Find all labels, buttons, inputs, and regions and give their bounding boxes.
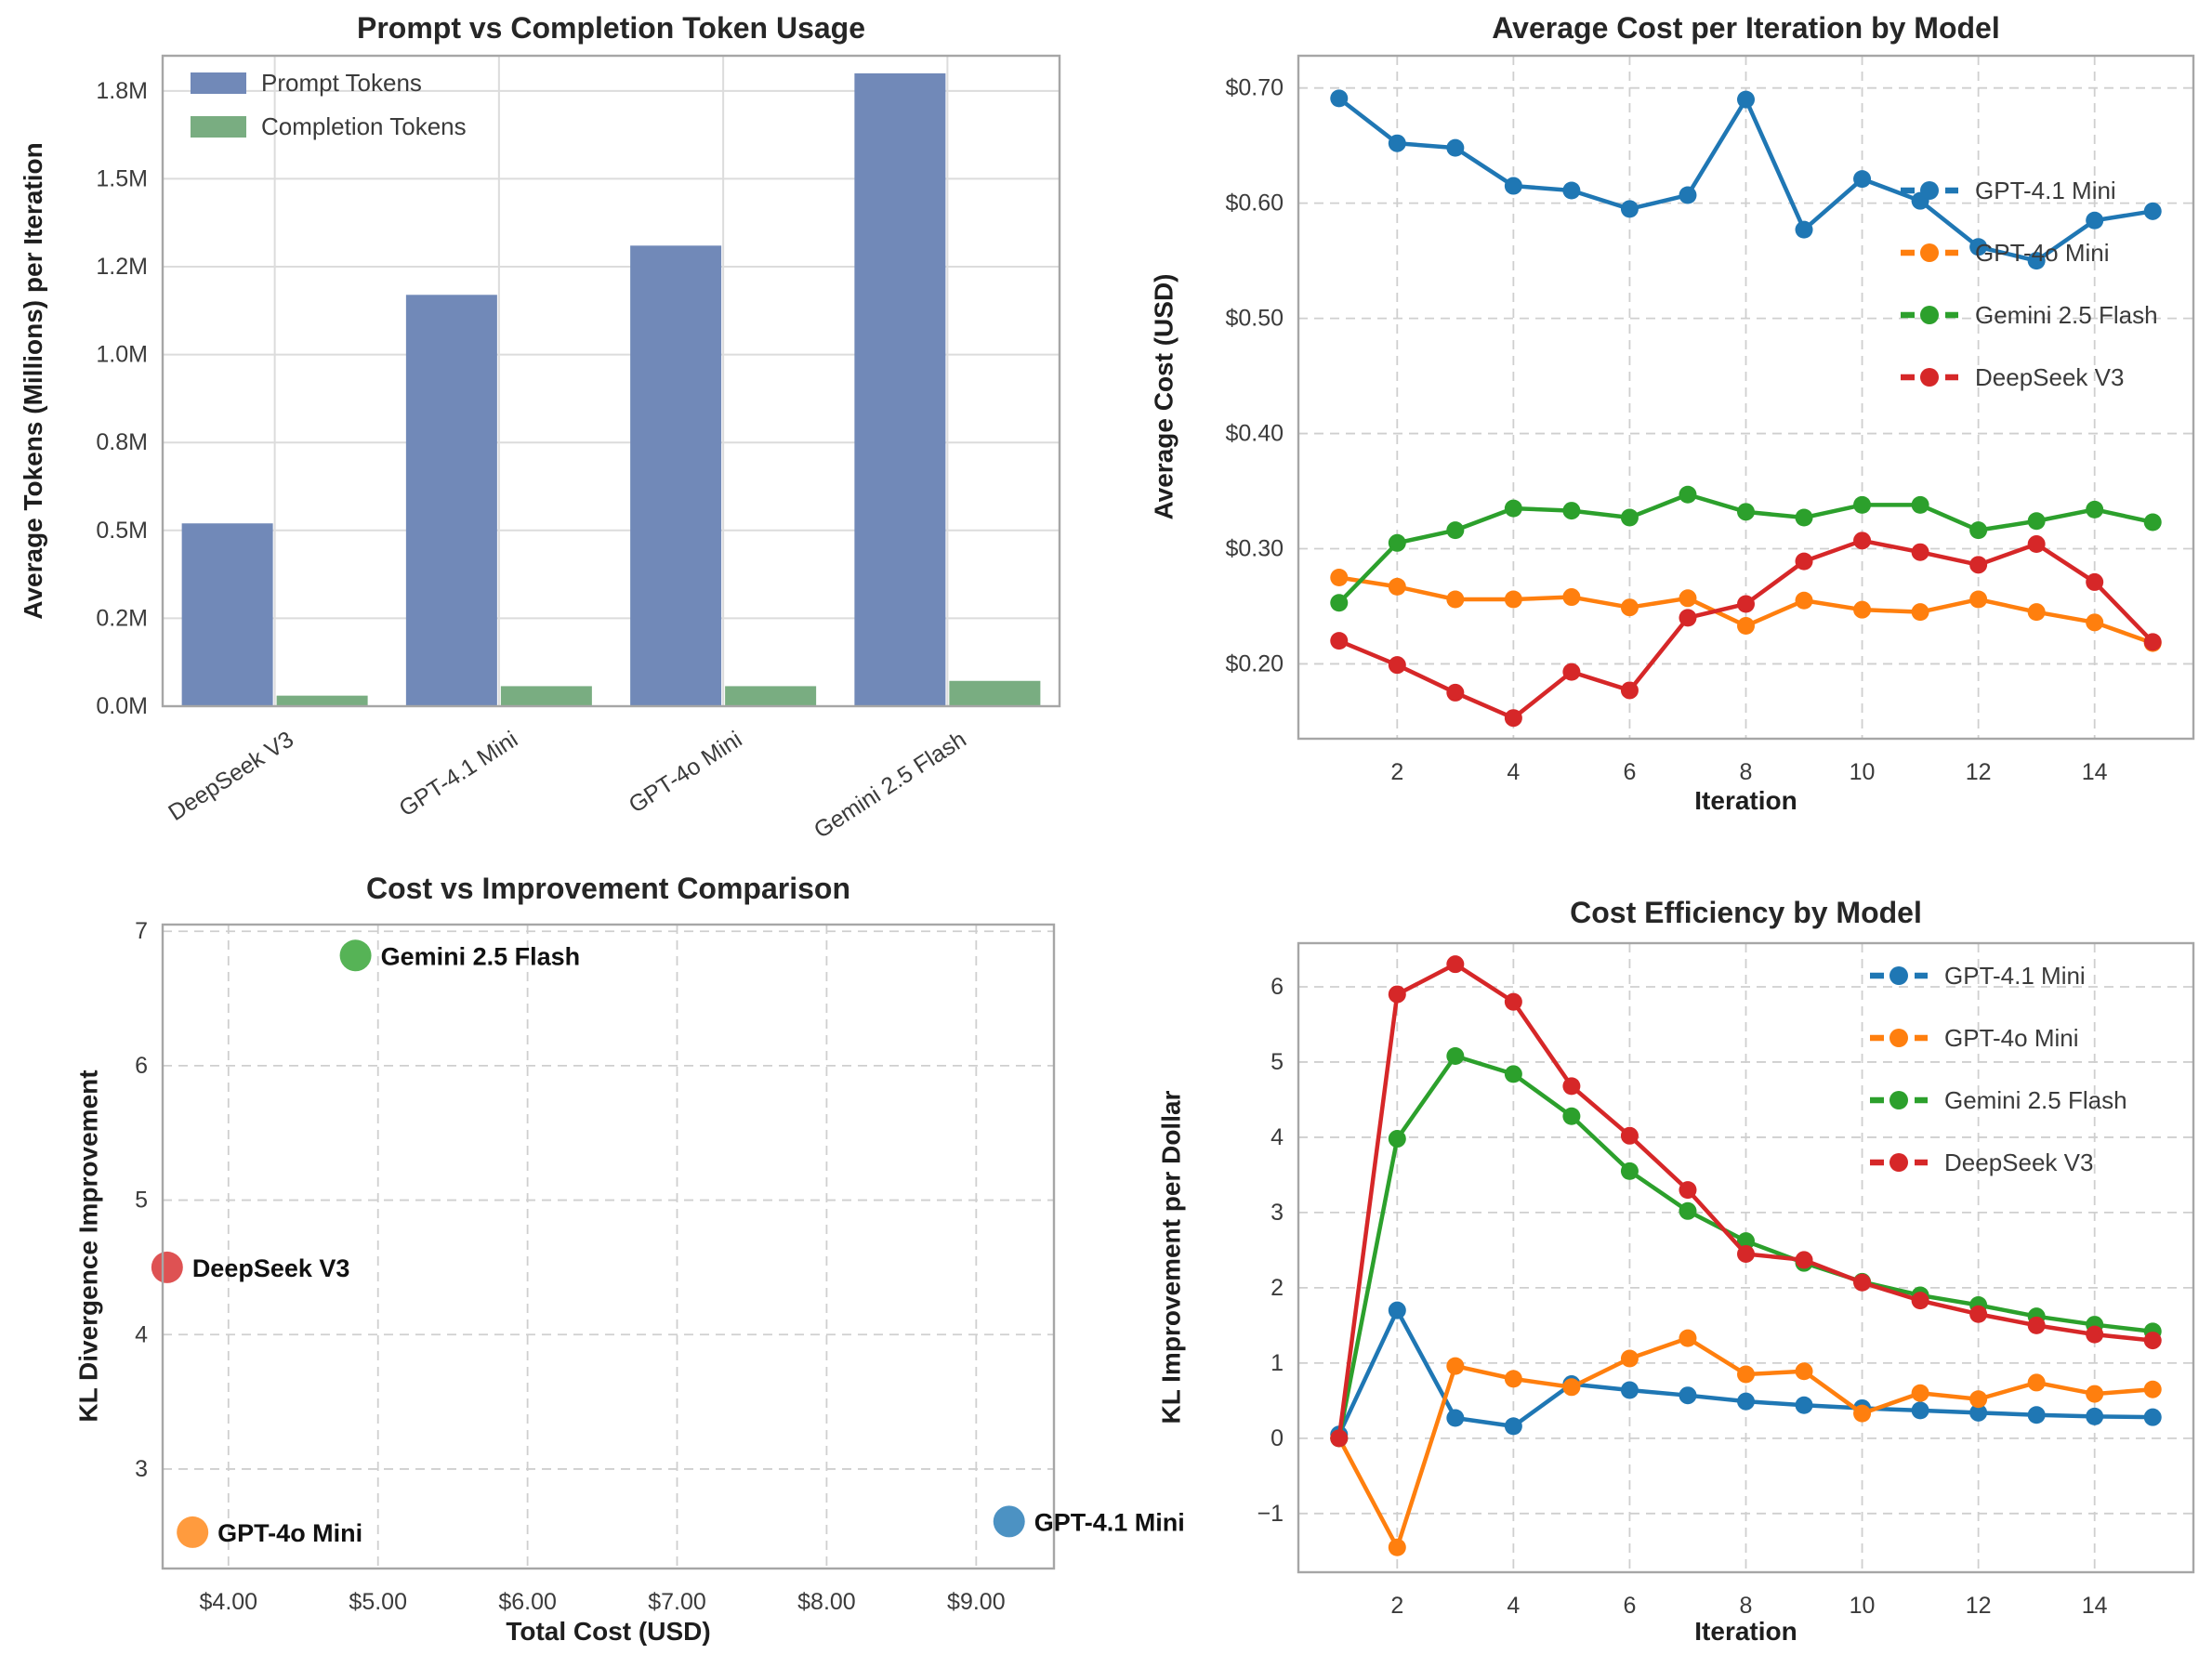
- svg-text:1: 1: [1271, 1350, 1284, 1376]
- svg-text:0: 0: [1271, 1425, 1284, 1451]
- svg-text:2: 2: [1271, 1275, 1284, 1301]
- svg-text:10: 10: [1850, 1593, 1876, 1619]
- svg-text:DeepSeek V3: DeepSeek V3: [164, 727, 298, 827]
- svg-text:Gemini 2.5 Flash: Gemini 2.5 Flash: [1944, 1086, 2127, 1114]
- svg-text:$0.60: $0.60: [1225, 190, 1284, 217]
- cost-vs-improvement-canvas: GPT-4.1 Mini GPT-4o Mini Gemini 2.5 Flash D…: [135, 918, 1185, 1615]
- svg-text:GPT-4o Mini: GPT-4o Mini: [217, 1519, 362, 1547]
- chart-token-usage: Prompt vs Completion Token Usage Average…: [0, 0, 1106, 844]
- chart-title: Cost vs Improvement Comparison: [366, 872, 850, 905]
- svg-text:6: 6: [1623, 1593, 1636, 1619]
- chart-title: Average Cost per Iteration by Model: [1492, 11, 2000, 45]
- svg-text:GPT-4o Mini: GPT-4o Mini: [1975, 239, 2110, 267]
- avg-cost-canvas: GPT-4.1 Mini GPT-4o Mini Gemini 2.5 Flash D…: [1225, 54, 2195, 785]
- svg-text:GPT-4o Mini: GPT-4o Mini: [625, 727, 747, 819]
- svg-text:$0.40: $0.40: [1225, 421, 1284, 447]
- svg-text:5: 5: [1271, 1049, 1284, 1075]
- svg-text:12: 12: [1966, 759, 1992, 785]
- svg-text:6: 6: [1623, 759, 1636, 785]
- svg-text:1.5M: 1.5M: [96, 165, 148, 191]
- svg-text:$4.00: $4.00: [200, 1589, 258, 1615]
- svg-text:Gemini 2.5 Flash: Gemini 2.5 Flash: [810, 727, 971, 844]
- svg-text:5: 5: [135, 1188, 148, 1214]
- svg-text:Prompt Tokens: Prompt Tokens: [261, 69, 422, 97]
- svg-text:$0.50: $0.50: [1225, 306, 1284, 332]
- x-axis-label: Iteration: [1694, 786, 1797, 815]
- svg-text:7: 7: [135, 918, 148, 944]
- chart-avg-cost-per-iteration: Average Cost per Iteration by Model Aver…: [1106, 0, 2212, 827]
- svg-text:8: 8: [1740, 759, 1753, 785]
- svg-text:2: 2: [1390, 759, 1403, 785]
- svg-text:4: 4: [1271, 1124, 1284, 1150]
- svg-text:0.2M: 0.2M: [96, 605, 148, 631]
- svg-text:Gemini 2.5 Flash: Gemini 2.5 Flash: [1975, 301, 2158, 329]
- svg-text:0.0M: 0.0M: [96, 693, 148, 719]
- chart-title: Prompt vs Completion Token Usage: [356, 11, 866, 45]
- x-axis-label: Iteration: [1694, 1617, 1797, 1646]
- svg-text:2: 2: [1390, 1593, 1403, 1619]
- svg-text:Completion Tokens: Completion Tokens: [261, 112, 467, 140]
- svg-text:4: 4: [1507, 1593, 1520, 1619]
- svg-text:$7.00: $7.00: [648, 1589, 706, 1615]
- svg-text:1.2M: 1.2M: [96, 254, 148, 280]
- svg-text:14: 14: [2082, 759, 2108, 785]
- svg-text:$5.00: $5.00: [349, 1589, 407, 1615]
- svg-text:DeepSeek V3: DeepSeek V3: [1975, 363, 2124, 391]
- cost-efficiency-canvas: GPT-4.1 Mini GPT-4o Mini Gemini 2.5 Flash D…: [1257, 941, 2195, 1619]
- svg-text:12: 12: [1966, 1593, 1992, 1619]
- svg-text:14: 14: [2082, 1593, 2108, 1619]
- svg-text:$9.00: $9.00: [947, 1589, 1006, 1615]
- svg-text:GPT-4.1 Mini: GPT-4.1 Mini: [1975, 177, 2116, 204]
- svg-text:6: 6: [135, 1053, 148, 1079]
- svg-text:4: 4: [135, 1321, 148, 1347]
- svg-text:$8.00: $8.00: [797, 1589, 856, 1615]
- svg-text:10: 10: [1850, 759, 1876, 785]
- svg-text:3: 3: [135, 1456, 148, 1482]
- chart-cost-vs-improvement: Cost vs Improvement Comparison KL Diverg…: [0, 827, 1185, 1654]
- svg-text:DeepSeek V3: DeepSeek V3: [192, 1254, 350, 1282]
- svg-text:$0.20: $0.20: [1225, 650, 1284, 676]
- x-axis-label: Total Cost (USD): [506, 1617, 711, 1646]
- chart-cost-efficiency: Cost Efficiency by Model KL Improvement …: [1106, 827, 2212, 1654]
- svg-text:Gemini 2.5 Flash: Gemini 2.5 Flash: [381, 942, 581, 970]
- svg-text:8: 8: [1740, 1593, 1753, 1619]
- svg-text:DeepSeek V3: DeepSeek V3: [1944, 1149, 2093, 1176]
- svg-text:0.8M: 0.8M: [96, 429, 148, 455]
- svg-text:4: 4: [1507, 759, 1520, 785]
- svg-text:−1: −1: [1257, 1501, 1284, 1527]
- svg-text:3: 3: [1271, 1200, 1284, 1226]
- svg-text:GPT-4.1 Mini: GPT-4.1 Mini: [1034, 1508, 1185, 1536]
- svg-text:GPT-4o Mini: GPT-4o Mini: [1944, 1024, 2079, 1052]
- svg-text:0.5M: 0.5M: [96, 518, 148, 544]
- svg-text:GPT-4.1 Mini: GPT-4.1 Mini: [395, 727, 523, 822]
- svg-text:$6.00: $6.00: [498, 1589, 557, 1615]
- svg-text:1.8M: 1.8M: [96, 78, 148, 104]
- svg-text:GPT-4.1 Mini: GPT-4.1 Mini: [1944, 962, 2086, 990]
- svg-text:6: 6: [1271, 974, 1284, 1000]
- token-usage-canvas: DeepSeek V3 GPT-4.1 Mini GPT-4o Mini Gemini…: [96, 54, 1061, 844]
- svg-text:$0.70: $0.70: [1225, 75, 1284, 101]
- svg-text:1.0M: 1.0M: [96, 342, 148, 368]
- svg-text:$0.30: $0.30: [1225, 535, 1284, 561]
- chart-title: Cost Efficiency by Model: [1570, 896, 1922, 929]
